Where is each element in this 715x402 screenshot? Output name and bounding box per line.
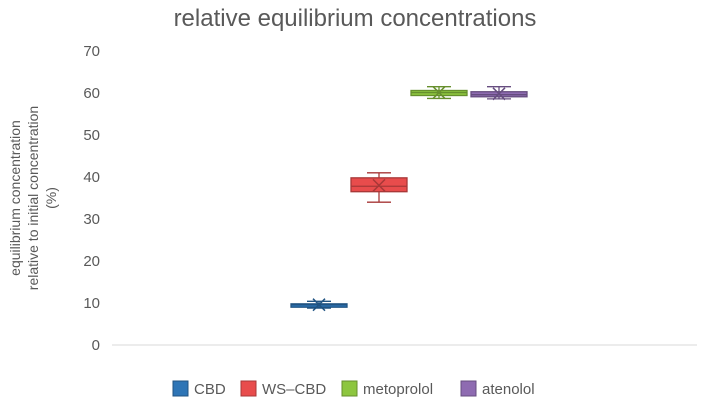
mean-marker [492, 87, 506, 101]
legend-swatch [341, 380, 358, 397]
mean-marker [312, 298, 326, 312]
legend-swatch [460, 380, 477, 397]
legend-item: atenolol [460, 380, 535, 398]
y-tick-label: 40 [83, 169, 100, 186]
y-axis-label-line-2: relative to initial concentration [25, 106, 41, 290]
y-tick-label: 60 [83, 85, 100, 102]
y-tick-label: 10 [83, 295, 100, 312]
y-tick-label: 20 [83, 253, 100, 270]
legend-swatch [240, 380, 257, 397]
y-tick-label: 0 [92, 337, 100, 354]
mean-marker [432, 86, 446, 100]
mean-marker [372, 178, 386, 192]
box-ws-cbd [350, 172, 408, 203]
legend-item: metoprolol [341, 380, 433, 398]
chart-title: relative equilibrium concentrations [174, 5, 537, 32]
y-tick-label: 50 [83, 127, 100, 144]
legend-swatch [172, 380, 189, 397]
box-metoprolol [410, 86, 468, 100]
y-axis-label-line-1: equilibrium concentration [7, 120, 23, 276]
box-series [290, 86, 528, 312]
legend-label: metoprolol [363, 381, 433, 398]
legend: CBD WS–CBD metoprolol atenolol [172, 380, 535, 398]
legend-item: WS–CBD [240, 380, 326, 398]
y-tick-label: 30 [83, 211, 100, 228]
box-atenolol [470, 86, 528, 101]
box-cbd [290, 298, 348, 312]
y-tick-label: 70 [83, 43, 100, 60]
y-axis-label: equilibrium concentration relative to in… [7, 106, 59, 290]
legend-item: CBD [172, 380, 226, 398]
legend-label: CBD [194, 381, 226, 398]
y-axis-label-line-3: (%) [43, 187, 59, 209]
legend-label: atenolol [482, 381, 535, 398]
y-axis-ticks: 0 10 20 30 40 50 60 70 [83, 43, 100, 354]
legend-label: WS–CBD [262, 381, 326, 398]
